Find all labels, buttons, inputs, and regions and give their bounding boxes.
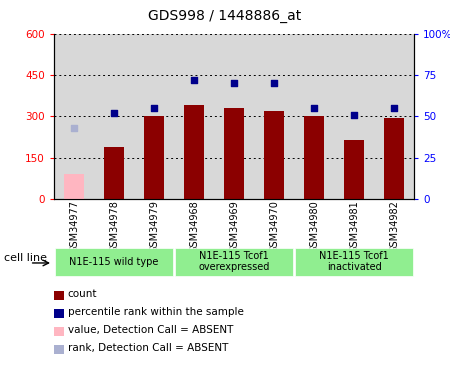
Point xyxy=(270,80,278,86)
Text: N1E-115 Tcof1
overexpressed: N1E-115 Tcof1 overexpressed xyxy=(198,251,270,272)
Point xyxy=(150,105,158,111)
Text: percentile rank within the sample: percentile rank within the sample xyxy=(68,308,243,317)
Point xyxy=(310,105,318,111)
Bar xyxy=(224,108,244,199)
Point xyxy=(391,105,398,111)
Point xyxy=(230,80,238,86)
Bar xyxy=(174,34,214,199)
Bar xyxy=(304,116,324,199)
Bar xyxy=(104,147,124,199)
Bar xyxy=(214,34,254,199)
Text: N1E-115 Tcof1
inactivated: N1E-115 Tcof1 inactivated xyxy=(319,251,389,272)
Bar xyxy=(134,34,174,199)
Bar xyxy=(254,34,294,199)
Bar xyxy=(334,34,374,199)
Bar xyxy=(94,34,134,199)
Point xyxy=(351,112,358,118)
Bar xyxy=(374,34,414,199)
Text: count: count xyxy=(68,290,97,299)
Text: rank, Detection Call = ABSENT: rank, Detection Call = ABSENT xyxy=(68,344,228,353)
Text: GDS998 / 1448886_at: GDS998 / 1448886_at xyxy=(148,9,302,23)
Point xyxy=(190,77,198,83)
Bar xyxy=(344,140,364,199)
Point xyxy=(110,110,117,116)
Text: value, Detection Call = ABSENT: value, Detection Call = ABSENT xyxy=(68,326,233,335)
Bar xyxy=(294,34,334,199)
Text: N1E-115 wild type: N1E-115 wild type xyxy=(69,256,159,267)
Bar xyxy=(384,118,404,199)
Point xyxy=(70,125,77,131)
Text: cell line: cell line xyxy=(4,253,48,263)
Bar xyxy=(184,105,204,199)
Bar xyxy=(64,174,84,199)
Bar xyxy=(144,116,164,199)
Bar xyxy=(264,111,284,199)
Bar xyxy=(54,34,94,199)
